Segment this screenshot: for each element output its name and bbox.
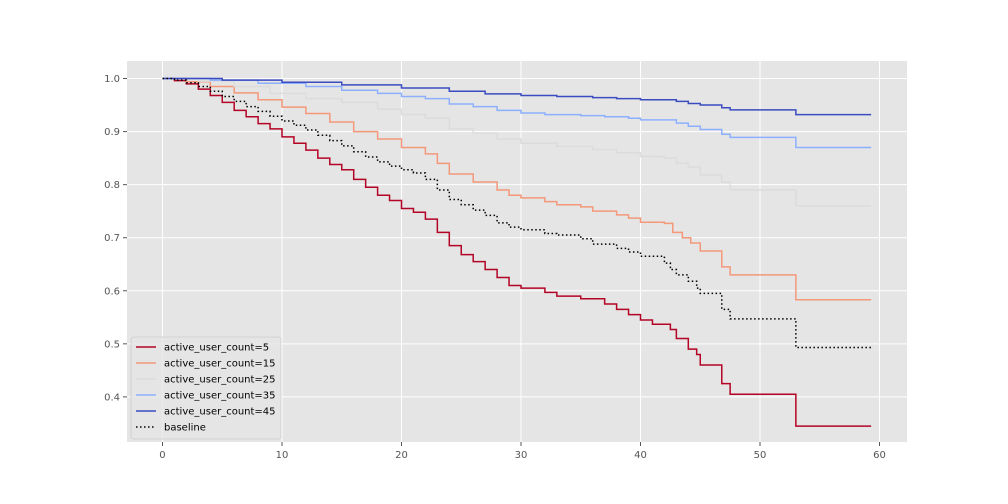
legend-label-1: active_user_count=15 — [164, 359, 276, 370]
y-tick-label: 0.8 — [104, 180, 120, 191]
x-tick-label: 50 — [754, 450, 767, 461]
legend-label-2: active_user_count=25 — [164, 375, 276, 386]
y-tick-label: 1.0 — [104, 74, 120, 85]
y-axis: 0.4 0.5 0.6 0.7 0.8 0.9 1.0 — [104, 74, 127, 403]
y-tick-label: 0.4 — [104, 392, 120, 403]
legend-label-4: active_user_count=45 — [164, 407, 276, 418]
x-tick-label: 40 — [634, 450, 647, 461]
series-layer — [162, 77, 872, 427]
y-tick-label: 0.9 — [104, 127, 120, 138]
series-line-3 — [162, 77, 872, 149]
x-tick-label: 30 — [515, 450, 528, 461]
x-tick-label: 20 — [395, 450, 408, 461]
series-line-1 — [162, 77, 872, 301]
legend: active_user_count=5 active_user_count=15a… — [130, 336, 282, 440]
legend-label-3: active_user_count=35 — [164, 391, 276, 402]
x-axis: 0 10 20 30 40 50 60 — [159, 442, 886, 461]
x-tick-label: 10 — [276, 450, 289, 461]
legend-label-5: baseline — [164, 423, 206, 434]
y-tick-label: 0.7 — [104, 233, 120, 244]
y-tick-label: 0.6 — [104, 286, 120, 297]
series-line-0 — [162, 77, 872, 427]
x-tick-label: 60 — [873, 450, 886, 461]
x-tick-label: 0 — [159, 450, 165, 461]
series-line-4 — [162, 77, 872, 116]
series-line-5 — [162, 77, 872, 349]
series-line-2 — [162, 77, 872, 207]
legend-label-0: active_user_count=5 — [164, 343, 269, 354]
legend-box — [130, 336, 282, 440]
y-tick-label: 0.5 — [104, 339, 120, 350]
